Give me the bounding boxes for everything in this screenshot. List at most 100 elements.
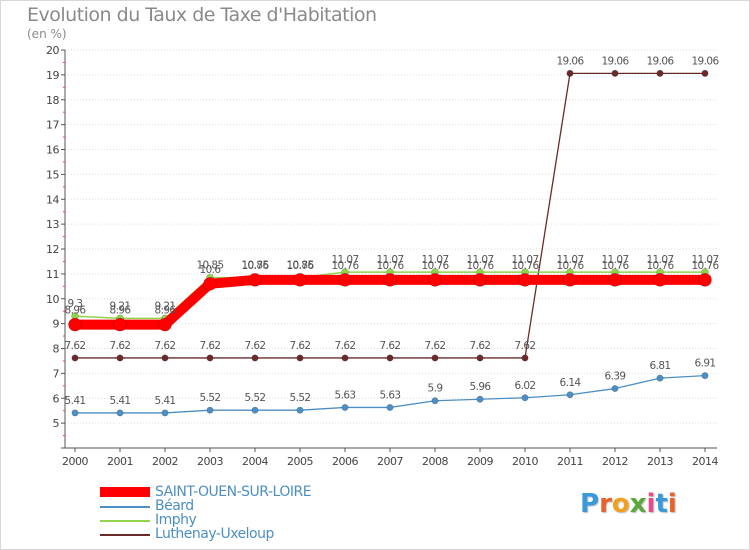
- data-label: 11.07: [466, 254, 493, 266]
- x-tick-label: 2003: [197, 455, 223, 468]
- data-point: [341, 403, 349, 411]
- y-tick-label: 7: [53, 367, 60, 380]
- data-label: 11.07: [421, 254, 448, 266]
- data-label: 5.41: [155, 395, 176, 407]
- x-tick-label: 2005: [287, 455, 313, 468]
- legend-label: Luthenay-Uxeloup: [155, 526, 274, 542]
- data-label: 6.02: [515, 380, 536, 392]
- y-tick-label: 12: [46, 243, 59, 256]
- data-point: [383, 273, 397, 287]
- data-point: [116, 354, 124, 362]
- data-label: 10.76: [331, 260, 359, 272]
- data-label: 10.76: [466, 260, 494, 272]
- y-tick-label: 15: [46, 168, 59, 181]
- data-label: 8.96: [65, 305, 87, 317]
- data-label: 6.39: [605, 371, 626, 383]
- y-tick-label: 8: [53, 343, 60, 356]
- data-label: 10.76: [376, 260, 404, 272]
- logo-letter: o: [611, 489, 630, 519]
- data-label: 7.62: [245, 340, 266, 352]
- data-point: [158, 317, 172, 332]
- data-point: [698, 273, 712, 287]
- data-label: 6.81: [650, 360, 671, 372]
- data-point: [428, 273, 442, 287]
- data-point: [161, 409, 169, 417]
- data-label: 11.07: [511, 254, 538, 266]
- data-label: 7.62: [470, 340, 491, 352]
- data-label: 5.9: [428, 383, 443, 395]
- data-point: [71, 409, 79, 417]
- data-point: [161, 354, 169, 362]
- legend-label: Béard: [155, 498, 194, 514]
- data-label: 11.07: [646, 254, 673, 266]
- data-point: [206, 354, 214, 362]
- data-label: 11.07: [376, 254, 403, 266]
- data-label: 5.41: [65, 395, 86, 407]
- x-tick-label: 2001: [107, 455, 133, 468]
- data-label: 8.96: [110, 305, 132, 317]
- legend-swatch: [100, 487, 150, 497]
- y-tick-label: 16: [46, 144, 59, 157]
- chart-unit: (en %): [27, 27, 67, 41]
- data-point: [71, 354, 79, 362]
- data-point: [386, 403, 394, 411]
- data-label: 10.85: [286, 260, 313, 272]
- x-tick-label: 2010: [512, 455, 538, 468]
- data-point: [521, 354, 529, 362]
- data-label: 7.62: [290, 340, 311, 352]
- data-point: [566, 69, 574, 77]
- data-point: [566, 391, 574, 399]
- x-tick-label: 2008: [422, 455, 448, 468]
- x-tick-label: 2000: [62, 455, 88, 468]
- logo-letter: x: [629, 489, 647, 519]
- data-point: [611, 69, 619, 77]
- data-point: [296, 406, 304, 414]
- data-label: 8.96: [155, 305, 177, 317]
- y-tick-label: 17: [46, 119, 59, 132]
- data-label: 11.07: [601, 254, 628, 266]
- y-tick-label: 19: [46, 69, 59, 82]
- data-label: 7.62: [155, 340, 176, 352]
- logo-letter: P: [580, 489, 600, 519]
- x-tick-label: 2012: [602, 455, 628, 468]
- logo-letter: r: [599, 489, 612, 519]
- legend-swatch: [100, 520, 150, 522]
- data-label: 11.07: [556, 254, 583, 266]
- y-tick-label: 10: [46, 293, 59, 306]
- data-label: 10.76: [691, 260, 719, 272]
- proxiti-logo: Proxiti: [580, 489, 677, 519]
- data-point: [296, 354, 304, 362]
- data-point: [473, 273, 487, 287]
- data-label: 10.76: [646, 260, 674, 272]
- x-tick-label: 2006: [332, 455, 358, 468]
- legend-label: SAINT-OUEN-SUR-LOIRE: [155, 484, 312, 500]
- data-label: 7.62: [380, 340, 401, 352]
- y-tick-label: 18: [46, 94, 59, 107]
- y-tick-label: 5: [53, 417, 60, 430]
- data-point: [431, 397, 439, 405]
- data-label: 7.62: [65, 340, 86, 352]
- data-label: 11.07: [331, 254, 358, 266]
- x-tick-label: 2007: [377, 455, 403, 468]
- data-label: 10.76: [241, 260, 269, 272]
- data-label: 9.3: [68, 298, 83, 310]
- data-label: 5.52: [290, 392, 311, 404]
- x-tick-label: 2009: [467, 455, 493, 468]
- x-tick-label: 2011: [557, 455, 583, 468]
- data-label: 7.62: [425, 340, 446, 352]
- data-label: 7.62: [110, 340, 131, 352]
- data-point: [386, 354, 394, 362]
- data-label: 5.52: [245, 392, 266, 404]
- data-point: [656, 69, 664, 77]
- data-label: 11.07: [691, 254, 718, 266]
- data-label: 19.06: [556, 55, 584, 67]
- y-tick-label: 11: [46, 268, 59, 281]
- data-label: 7.62: [200, 340, 221, 352]
- data-label: 6.14: [560, 377, 582, 389]
- data-label: 7.62: [335, 340, 356, 352]
- data-label: 10.76: [556, 260, 584, 272]
- x-tick-label: 2013: [647, 455, 673, 468]
- data-point: [206, 406, 214, 414]
- data-label: 5.96: [470, 381, 492, 393]
